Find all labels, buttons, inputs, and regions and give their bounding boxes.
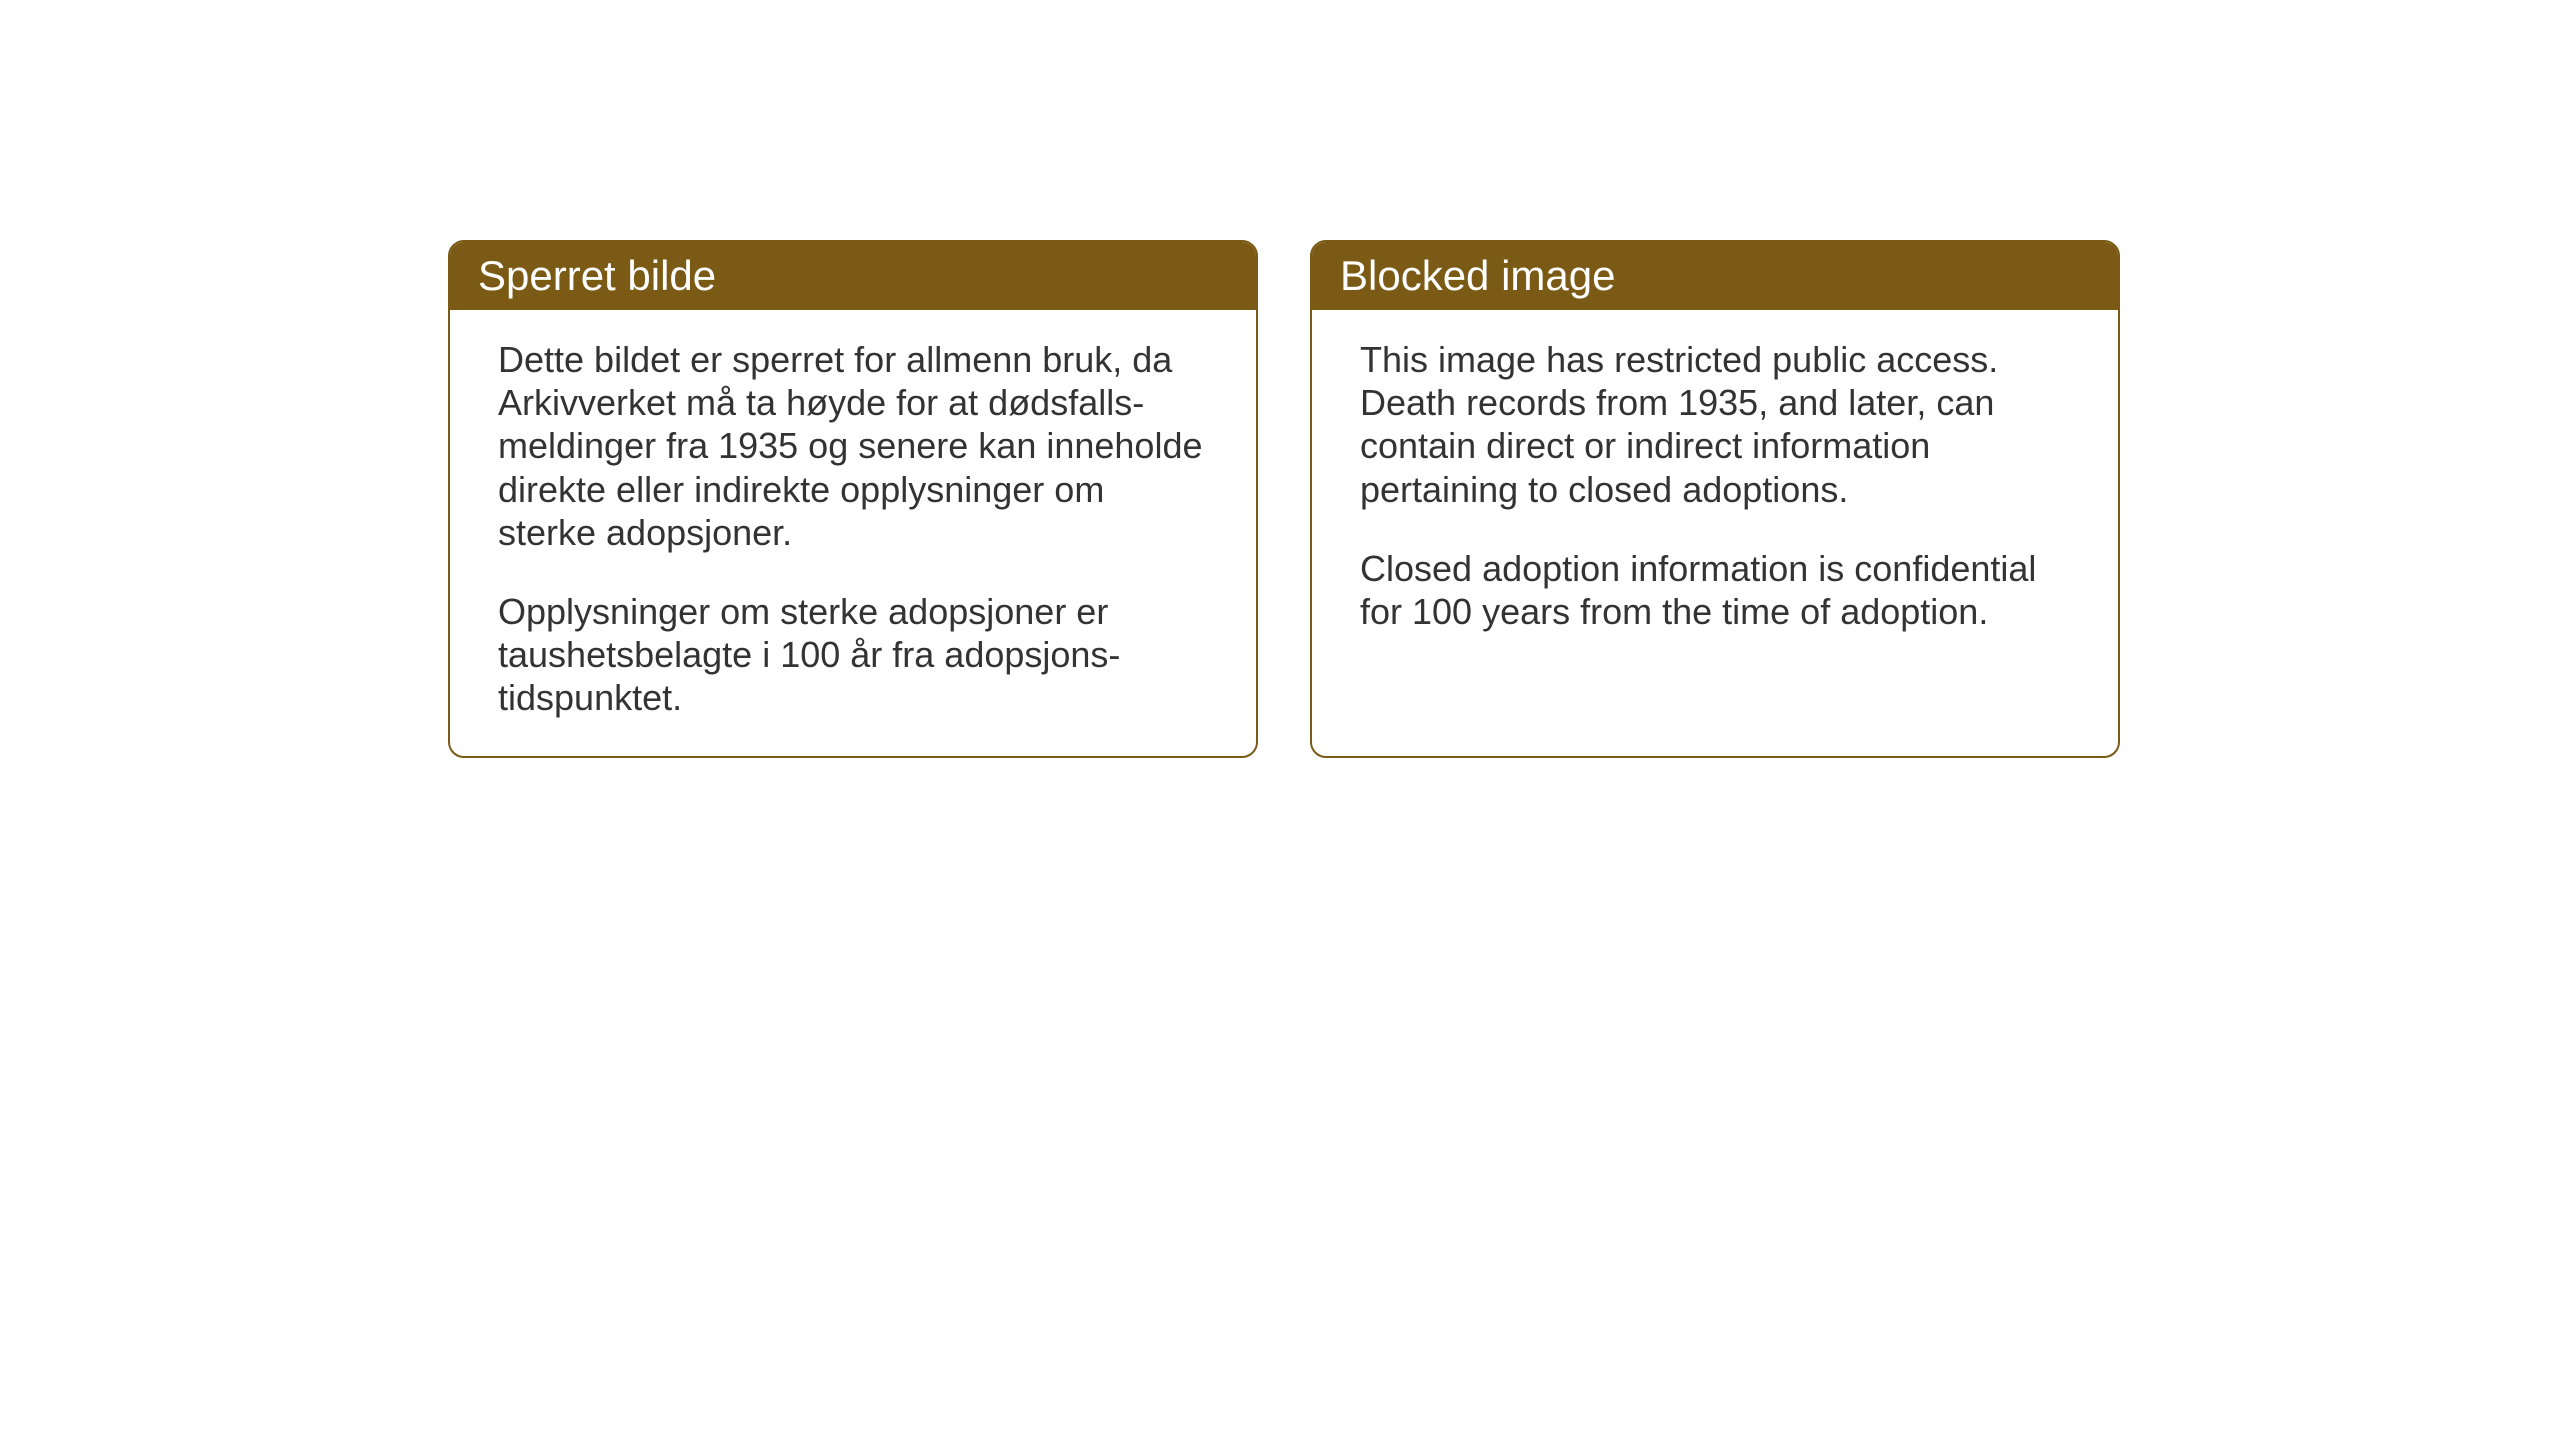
card-header-norwegian: Sperret bilde [450, 242, 1256, 310]
card-paragraph-1-norwegian: Dette bildet er sperret for allmenn bruk… [498, 338, 1208, 554]
notice-container: Sperret bilde Dette bildet er sperret fo… [448, 240, 2120, 758]
notice-card-norwegian: Sperret bilde Dette bildet er sperret fo… [448, 240, 1258, 758]
card-header-english: Blocked image [1312, 242, 2118, 310]
card-paragraph-2-english: Closed adoption information is confident… [1360, 547, 2070, 633]
card-paragraph-2-norwegian: Opplysninger om sterke adopsjoner er tau… [498, 590, 1208, 720]
card-body-english: This image has restricted public access.… [1312, 310, 2118, 669]
card-paragraph-1-english: This image has restricted public access.… [1360, 338, 2070, 511]
card-body-norwegian: Dette bildet er sperret for allmenn bruk… [450, 310, 1256, 756]
card-title-norwegian: Sperret bilde [478, 252, 716, 299]
notice-card-english: Blocked image This image has restricted … [1310, 240, 2120, 758]
card-title-english: Blocked image [1340, 252, 1615, 299]
